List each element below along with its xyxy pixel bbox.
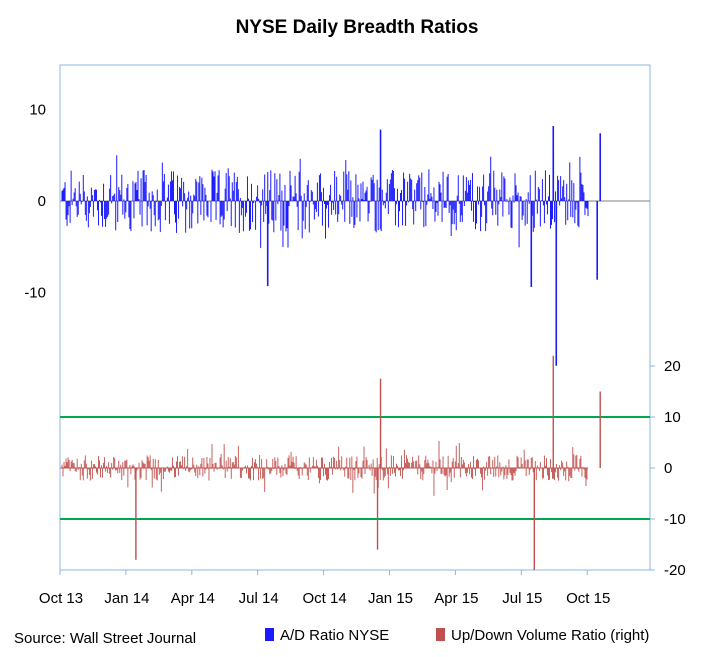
ad-ratio-series <box>61 125 602 366</box>
legend-label-volume: Up/Down Volume Ratio (right) <box>451 627 649 644</box>
x-tick-label: Jul 14 <box>239 590 279 607</box>
right-tick-label: 0 <box>664 460 672 477</box>
x-tick-label: Oct 13 <box>39 590 83 607</box>
left-axis: 10 0 -10 <box>24 102 46 302</box>
left-tick-label: 0 <box>38 193 46 210</box>
source-note: Source: Wall Street Journal <box>14 630 196 647</box>
right-tick-label: 10 <box>664 409 681 426</box>
x-tick-label: Apr 14 <box>171 590 215 607</box>
legend: A/D Ratio NYSE Up/Down Volume Ratio (rig… <box>265 627 649 644</box>
plot-frame <box>59 64 651 571</box>
x-tick-label: Jan 14 <box>104 590 149 607</box>
left-tick-label: 10 <box>29 102 46 119</box>
right-tick-label: -10 <box>664 511 686 528</box>
x-tick-label: Oct 15 <box>566 590 610 607</box>
x-axis: Oct 13 Jan 14 Apr 14 Jul 14 Oct 14 Jan 15 Apr … <box>39 570 610 607</box>
chart-title: NYSE Daily Breadth Ratios <box>236 17 479 38</box>
x-tick-label: Jan 15 <box>368 590 413 607</box>
x-tick-label: Oct 14 <box>303 590 347 607</box>
legend-swatch-ad <box>265 628 274 641</box>
x-tick-label: Apr 15 <box>434 590 478 607</box>
right-tick-label: 20 <box>664 358 681 375</box>
reference-lines <box>60 416 650 520</box>
x-tick-label: Jul 15 <box>502 590 542 607</box>
volume-ratio-series <box>61 355 601 570</box>
legend-label-ad: A/D Ratio NYSE <box>280 627 389 644</box>
zero-lines <box>60 200 650 469</box>
right-axis: 20 10 0 -10 -20 <box>650 358 686 579</box>
right-tick-label: -20 <box>664 562 686 579</box>
legend-swatch-volume <box>436 628 445 641</box>
left-tick-label: -10 <box>24 285 46 302</box>
